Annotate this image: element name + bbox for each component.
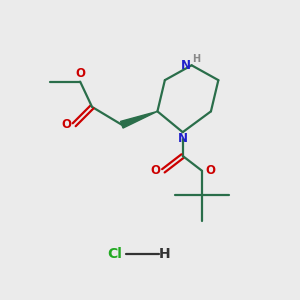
- Text: O: O: [61, 118, 71, 131]
- Text: O: O: [75, 67, 85, 80]
- Text: H: H: [159, 247, 171, 261]
- Polygon shape: [121, 111, 158, 128]
- Text: N: N: [181, 59, 191, 72]
- Text: H: H: [192, 54, 200, 64]
- Text: N: N: [178, 132, 188, 145]
- Text: O: O: [150, 164, 160, 177]
- Text: O: O: [205, 164, 215, 177]
- Text: Cl: Cl: [107, 247, 122, 261]
